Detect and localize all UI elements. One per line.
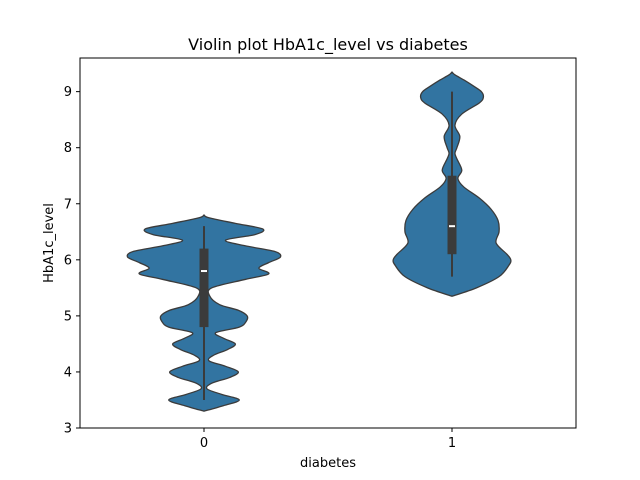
x-axis-label: diabetes [300, 456, 356, 471]
violins-layer [126, 71, 512, 412]
y-axis-label: HbA1c_level [42, 203, 57, 283]
y-tick-label: 7 [64, 197, 72, 212]
y-tick-label: 9 [64, 85, 72, 100]
iqr-box [447, 175, 457, 255]
x-tick-label: 1 [448, 436, 456, 451]
y-tick-label: 6 [64, 253, 72, 268]
y-tick-label: 4 [64, 365, 72, 380]
violin-1 [392, 71, 512, 297]
violin-0 [126, 214, 282, 412]
y-tick-label: 8 [64, 141, 72, 156]
y-tick-label: 5 [64, 309, 72, 324]
x-tick-label: 0 [200, 436, 208, 451]
chart-title: Violin plot HbA1c_level vs diabetes [188, 35, 468, 55]
plot-frame [79, 57, 577, 429]
iqr-box [199, 248, 209, 328]
y-axis-ticks: 3 4 5 6 7 8 9 [64, 85, 80, 437]
y-tick-label: 3 [64, 422, 72, 437]
